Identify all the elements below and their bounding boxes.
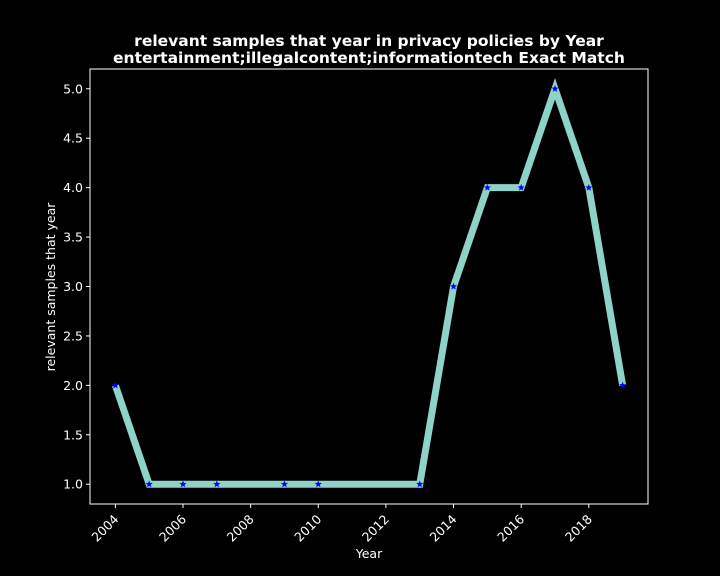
- data-point-marker: [551, 84, 559, 92]
- data-point-marker: [416, 480, 424, 488]
- y-tick-label: 2.5: [63, 328, 83, 343]
- data-point-marker: [517, 183, 525, 191]
- data-point-marker: [145, 480, 153, 488]
- x-axis-label: Year: [355, 546, 383, 561]
- y-tick-label: 1.0: [63, 477, 83, 492]
- data-point-marker: [483, 183, 491, 191]
- data-point-marker: [314, 480, 322, 488]
- y-tick-label: 5.0: [63, 81, 83, 96]
- data-point-marker: [619, 381, 627, 389]
- y-tick-label: 3.5: [63, 230, 83, 245]
- data-point-marker: [449, 282, 458, 290]
- data-point-marker: [280, 480, 289, 488]
- chart-title: relevant samples that year in privacy po…: [134, 32, 604, 50]
- data-point-marker: [111, 381, 119, 389]
- y-tick-label: 4.5: [63, 131, 83, 146]
- y-tick-label: 1.5: [63, 427, 83, 442]
- data-point-marker: [213, 480, 221, 488]
- y-tick-label: 4.0: [63, 180, 83, 195]
- data-point-marker: [585, 183, 593, 191]
- y-axis-label: relevant samples that year: [43, 202, 58, 372]
- chart-subtitle: entertainment;illegalcontent;information…: [113, 49, 625, 67]
- series-layer: [111, 77, 627, 488]
- data-point-marker: [179, 480, 187, 488]
- y-tick-label: 2.0: [63, 378, 83, 393]
- y-tick-label: 3.0: [63, 279, 83, 294]
- y-axis-ticks: 1.0 1.5 2.0 2.5 3.0 3.5 4.0 4.5 5.0: [63, 81, 90, 492]
